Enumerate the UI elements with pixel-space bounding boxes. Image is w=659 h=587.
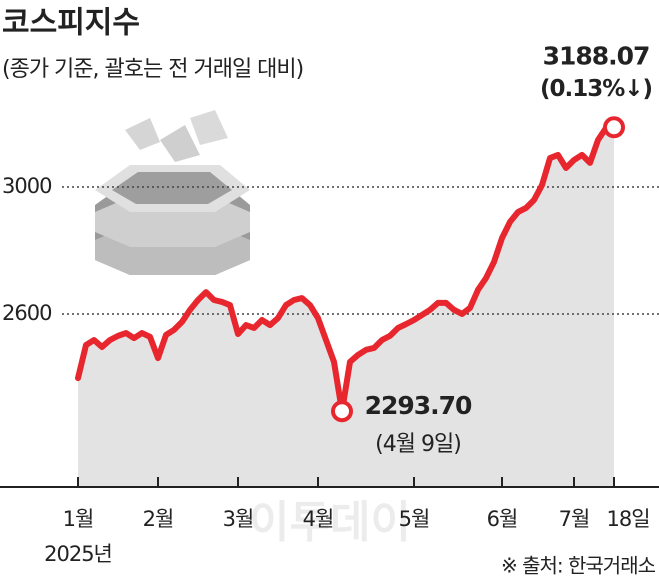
y-tick-label: 3000	[2, 174, 51, 198]
x-tick-label: 6월	[487, 507, 518, 531]
annotation: (4월 9일)	[375, 432, 461, 457]
watermark: 이투데이	[249, 497, 411, 548]
x-tick-label: 7월	[559, 507, 590, 531]
value-label: 3188.07	[543, 41, 650, 70]
y-tick-label: 2600	[2, 301, 51, 325]
decorative-icon	[95, 110, 250, 275]
line	[75, 124, 617, 415]
x-tick-label: 5월	[399, 507, 430, 531]
chart-subtitle: (종가 기준, 괄호는 전 거래일 대비)	[2, 57, 303, 82]
x-tick-label: 4월	[303, 507, 334, 531]
x-tick-label: 2월	[143, 507, 174, 531]
point-marker	[331, 400, 353, 423]
source-note: ※ 출처: 한국거래소	[501, 554, 656, 578]
area-fill	[78, 127, 614, 488]
annotation: (0.13%↓)	[540, 76, 652, 102]
x-tick-label: 3월	[223, 507, 254, 531]
value-label: 2293.70	[365, 391, 472, 420]
point-marker	[603, 116, 625, 139]
chart-title: 코스피지수	[2, 6, 140, 41]
x-tick-label: 1월	[63, 507, 94, 531]
x-tick-label: 18일	[606, 507, 649, 531]
x-year-label: 2025년	[44, 542, 112, 566]
